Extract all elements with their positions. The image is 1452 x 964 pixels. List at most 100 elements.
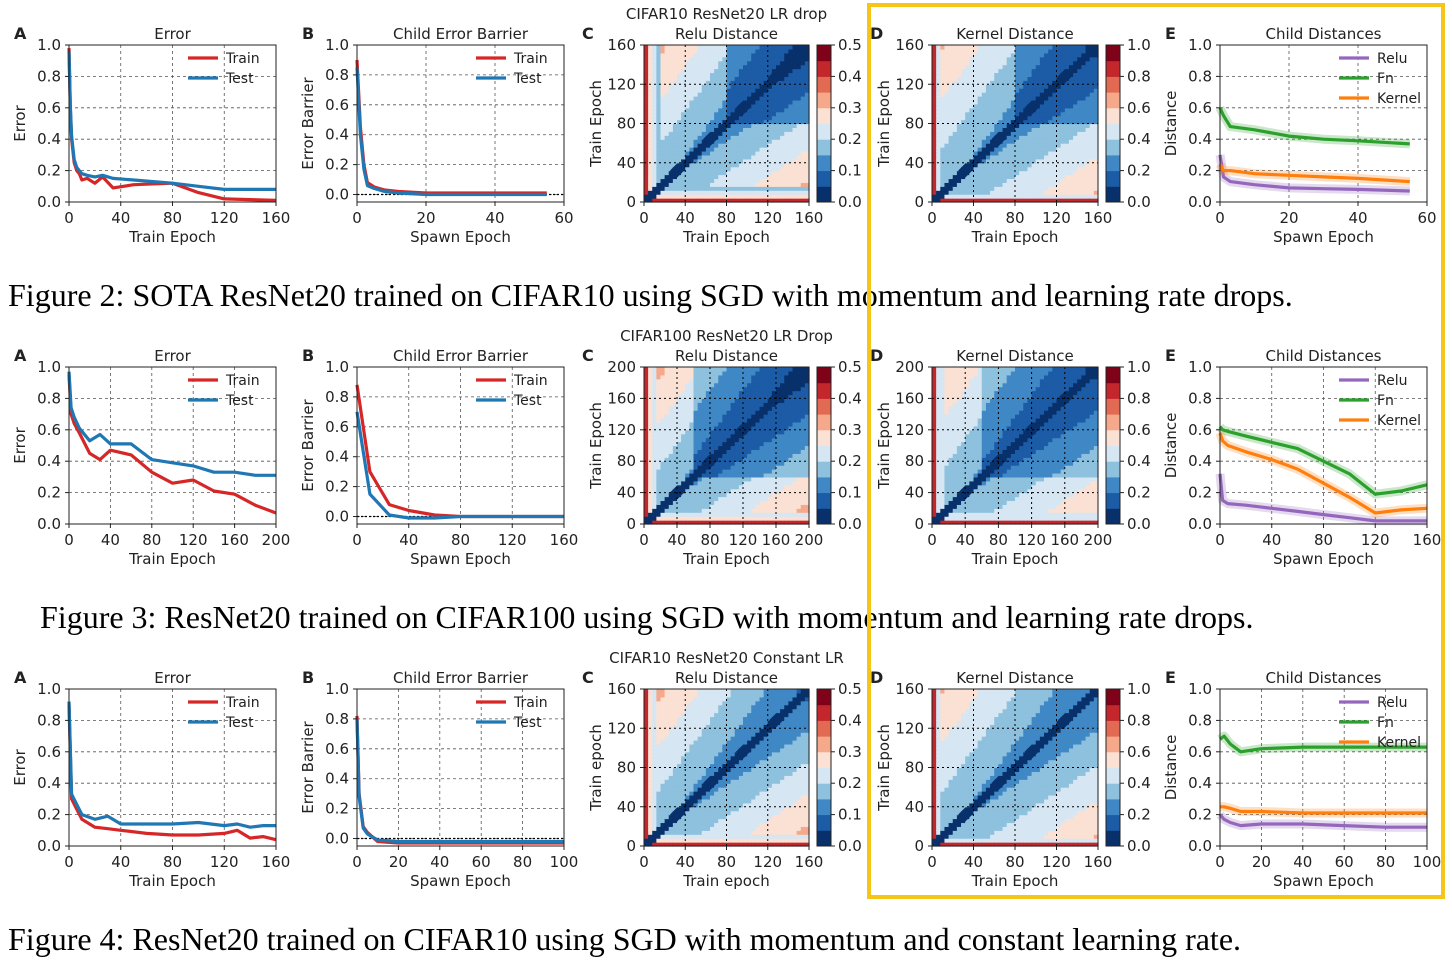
heatmap-cell xyxy=(1052,131,1058,136)
heatmap-cell xyxy=(701,99,707,105)
heatmap-cell xyxy=(961,68,966,74)
heatmap-cell xyxy=(722,472,728,478)
heatmap-cell xyxy=(685,190,690,195)
heatmap-cell xyxy=(734,433,740,439)
heatmap-cell xyxy=(1035,150,1041,156)
heatmap-cell xyxy=(788,402,794,407)
heatmap-cell xyxy=(948,150,954,156)
heatmap-cell xyxy=(1085,162,1091,168)
heatmap-cell xyxy=(664,139,670,144)
heatmap-cell xyxy=(664,154,670,160)
heatmap-cell xyxy=(751,402,756,407)
heatmap-cell xyxy=(763,441,769,447)
heatmap-cell xyxy=(1052,198,1058,203)
heatmap-cell xyxy=(689,429,695,435)
heatmap-cell xyxy=(780,147,785,152)
heatmap-cell xyxy=(718,80,723,85)
heatmap-cell xyxy=(722,45,728,50)
heatmap-cell xyxy=(780,516,785,521)
heatmap-cell xyxy=(1048,158,1053,164)
heatmap-cell xyxy=(730,158,736,164)
heatmap-cell xyxy=(763,414,769,419)
heatmap-cell xyxy=(722,429,728,435)
heatmap-cell xyxy=(722,520,728,525)
heatmap-cell xyxy=(664,84,670,89)
heatmap-cell xyxy=(1035,92,1041,97)
heatmap-cell xyxy=(660,520,666,525)
heatmap-cell xyxy=(689,194,695,199)
heatmap-cell xyxy=(677,143,682,148)
heatmap-cell xyxy=(693,378,699,384)
heatmap-cell xyxy=(763,88,769,93)
heatmap-cell xyxy=(796,190,802,195)
heatmap-cell xyxy=(738,119,744,125)
heatmap-cell xyxy=(936,99,941,105)
heatmap-cell xyxy=(743,147,748,152)
heatmap-cell xyxy=(1002,170,1008,176)
heatmap-cell xyxy=(792,88,798,93)
heatmap-cell xyxy=(1073,60,1078,66)
heatmap-cell xyxy=(792,119,798,125)
heatmap-cell xyxy=(767,135,773,140)
heatmap-cell xyxy=(751,99,756,105)
colorbar-band xyxy=(817,123,831,140)
heatmap-cell xyxy=(763,190,769,195)
legend-label-kernel: Kernel xyxy=(1377,91,1421,107)
heatmap-cell xyxy=(664,115,670,121)
heatmap-cell xyxy=(747,457,752,462)
heatmap-cell xyxy=(755,414,761,419)
heatmap-cell xyxy=(726,457,732,462)
heatmap-cell xyxy=(738,52,744,58)
heatmap-cell xyxy=(747,123,752,129)
x-tick-label: 0 xyxy=(64,209,74,227)
heatmap-cell xyxy=(1060,119,1066,125)
heatmap-cell xyxy=(771,421,777,427)
heatmap-cell xyxy=(804,182,810,187)
heatmap-cell xyxy=(780,45,785,50)
heatmap-cell xyxy=(1039,154,1045,160)
heatmap-cell xyxy=(1023,150,1029,156)
heatmap-cell xyxy=(701,72,707,77)
heatmap-cell xyxy=(994,166,999,172)
heatmap-cell xyxy=(763,48,769,54)
heatmap-cell xyxy=(751,131,756,136)
heatmap-cell xyxy=(771,453,777,458)
heatmap-cell xyxy=(994,88,999,93)
heatmap-cell xyxy=(936,127,941,132)
heatmap-cell xyxy=(780,374,785,380)
heatmap-cell xyxy=(1073,111,1078,117)
heatmap-cell xyxy=(1085,92,1091,97)
heatmap-cell xyxy=(1002,52,1008,58)
heatmap-cell xyxy=(672,508,678,513)
heatmap-cell xyxy=(776,80,781,85)
heatmap-cell xyxy=(977,147,983,152)
heatmap-cell xyxy=(726,504,732,509)
heatmap-cell xyxy=(672,394,678,399)
heatmap-cell xyxy=(1023,88,1029,93)
heatmap-cell xyxy=(1015,186,1020,191)
heatmap-cell xyxy=(693,492,699,498)
heatmap-cell xyxy=(776,500,781,505)
heatmap-cell xyxy=(734,480,740,486)
heatmap-cell xyxy=(747,143,752,148)
heatmap-cell xyxy=(1064,84,1070,89)
heatmap-cell xyxy=(1019,76,1024,81)
heatmap-cell xyxy=(1048,52,1053,58)
heatmap-cell xyxy=(668,198,674,203)
heatmap-cell xyxy=(681,382,686,388)
heatmap-cell xyxy=(743,131,748,136)
heatmap-cell xyxy=(677,127,682,132)
heatmap-cell xyxy=(788,139,794,144)
heatmap-cell xyxy=(1035,123,1041,129)
heatmap-cell xyxy=(755,190,761,195)
heatmap-cell xyxy=(644,162,649,168)
heatmap-cell xyxy=(1089,92,1095,97)
heatmap-cell xyxy=(714,84,719,89)
heatmap-cell xyxy=(710,147,715,152)
heatmap-cell xyxy=(936,162,941,168)
heatmap-cell xyxy=(726,508,732,513)
heatmap-cell xyxy=(1093,68,1099,74)
heatmap-cell xyxy=(747,92,752,97)
heatmap-cell xyxy=(743,60,748,66)
